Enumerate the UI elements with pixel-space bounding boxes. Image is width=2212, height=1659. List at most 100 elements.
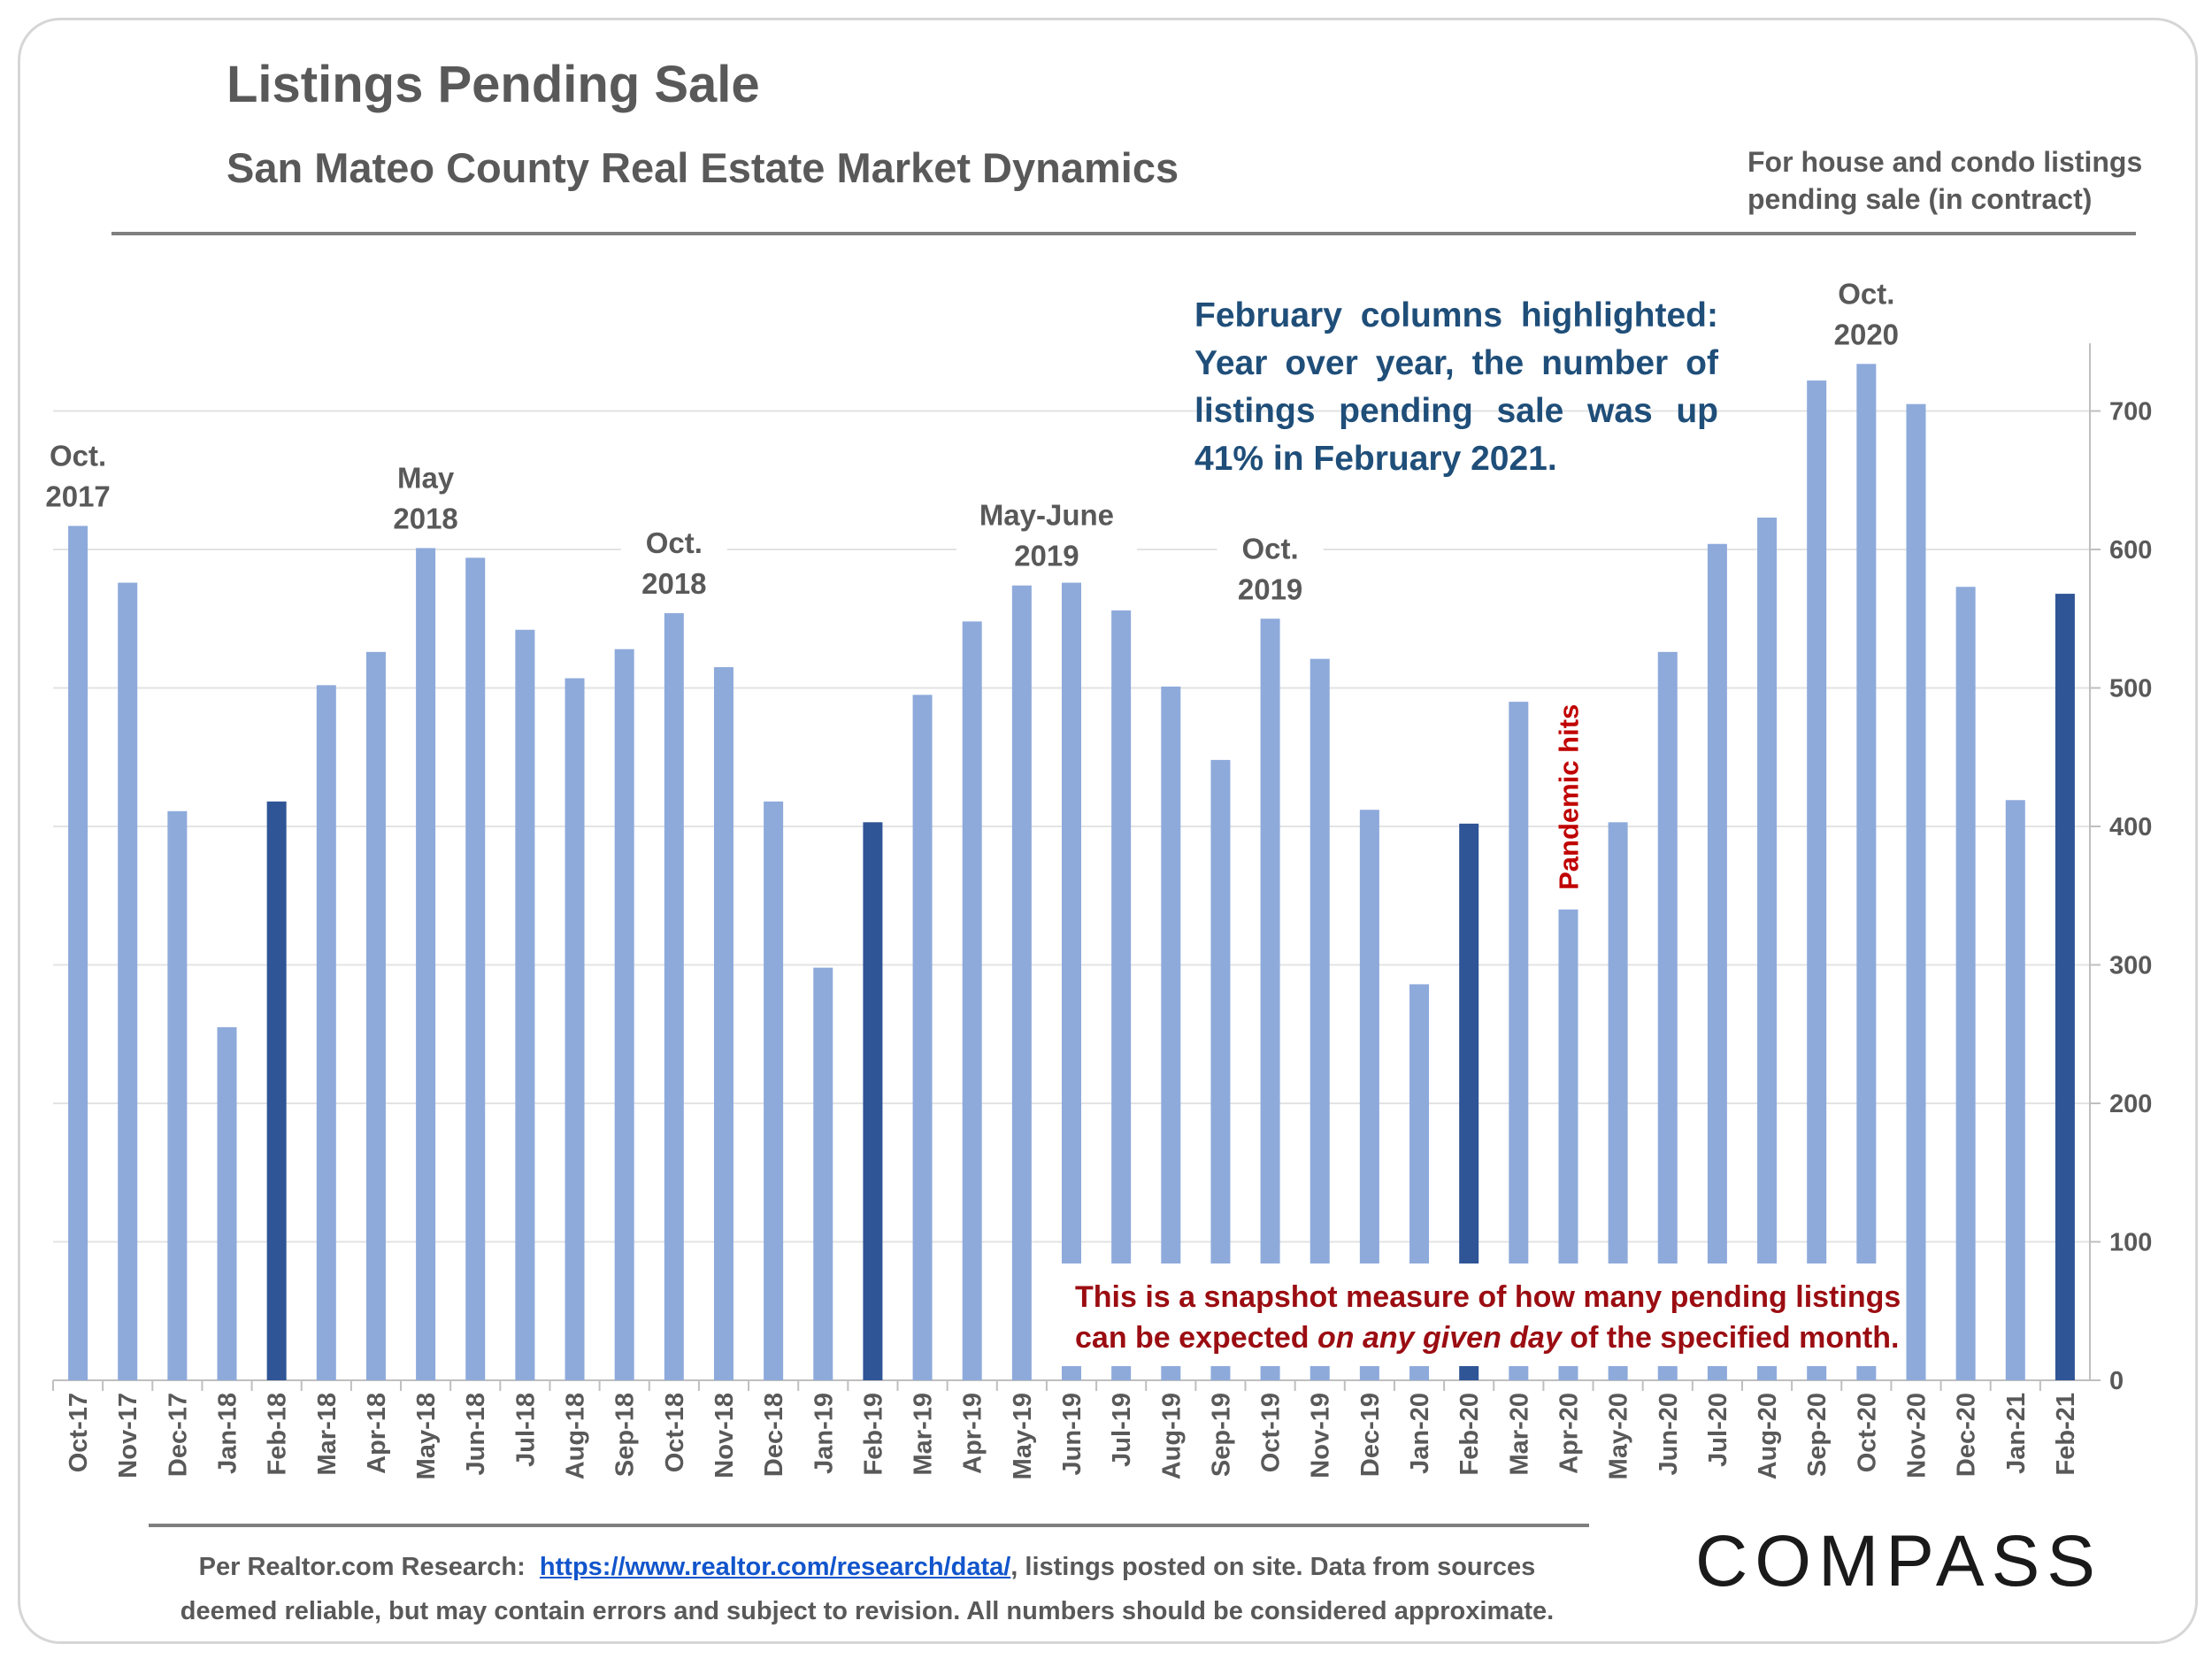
x-tick-label: Feb-20: [1455, 1393, 1484, 1475]
y-tick-label: 600: [2109, 536, 2152, 565]
x-tick-label: Jul-18: [511, 1393, 540, 1467]
bar-jul-19: [1111, 610, 1132, 1380]
bar-apr-19: [962, 621, 982, 1380]
bars: [68, 364, 2075, 1380]
source-link[interactable]: https://www.realtor.com/research/data/: [539, 1553, 1011, 1581]
bar-oct-20: [1856, 364, 1877, 1380]
x-tick-label: Jul-20: [1704, 1393, 1732, 1467]
annotation-label: Oct.: [1838, 277, 1894, 310]
chart-subtitle: San Mateo County Real Estate Market Dyna…: [227, 144, 1179, 191]
y-tick-label: 0: [2109, 1367, 2124, 1395]
bar-jun-19: [1062, 582, 1081, 1380]
bar-feb-20: [1459, 823, 1479, 1380]
bar-sep-18: [614, 649, 634, 1380]
bar-aug-19: [1161, 686, 1181, 1380]
annotation-backdrop: [373, 456, 480, 545]
bar-dec-19: [1359, 810, 1379, 1380]
annotation-label: Oct.: [50, 439, 106, 472]
bar-jun-18: [465, 557, 486, 1380]
footer-divider: [149, 1524, 1589, 1527]
y-tick-label: 200: [2109, 1090, 2152, 1118]
x-tick-label: Nov-17: [114, 1393, 142, 1479]
pandemic-label: Pandemic hits: [1553, 704, 1584, 890]
bar-jan-21: [2005, 800, 2025, 1380]
bar-jan-18: [217, 1026, 237, 1380]
annotation-label: Oct.: [646, 526, 703, 559]
snapshot-line-1: This is a snapshot measure of how many p…: [1075, 1280, 1901, 1314]
x-tick-label: May-20: [1605, 1393, 1633, 1479]
x-tick-label: May-19: [1009, 1393, 1037, 1479]
annotation-label: May: [397, 461, 455, 494]
x-tick-label: Aug-18: [562, 1393, 590, 1479]
bar-apr-20: [1558, 909, 1578, 1380]
annotation-backdrop: [1217, 526, 1324, 616]
bar-sep-20: [1807, 380, 1827, 1380]
x-tick-label: Dec-17: [164, 1393, 192, 1477]
y-tick-label: 400: [2109, 813, 2152, 841]
bar-mar-19: [912, 695, 933, 1380]
bar-jul-20: [1707, 543, 1727, 1380]
x-tick-label: Apr-18: [363, 1393, 391, 1474]
x-tick-label: Aug-20: [1754, 1393, 1782, 1479]
x-tick-label: Jun-19: [1058, 1393, 1087, 1475]
x-tick-labels: Oct-17 Nov-17 Dec-17 Jan-18 Feb-18 Mar-18 Apr-…: [52, 1380, 2080, 1479]
bar-jul-18: [515, 629, 535, 1380]
y-tick-label: 500: [2109, 675, 2152, 703]
annotation-label: 2019: [1238, 572, 1302, 605]
x-tick-label: Sep-18: [611, 1393, 640, 1477]
bar-mar-20: [1509, 702, 1529, 1380]
annotation-backdrop: [620, 520, 727, 610]
bar-jun-20: [1657, 651, 1678, 1380]
x-tick-label: Mar-20: [1505, 1393, 1533, 1476]
annotation-label: 2020: [1834, 318, 1899, 350]
bar-aug-18: [565, 678, 585, 1380]
scope-note: For house and condo listings pending sal…: [1747, 146, 2143, 215]
bar-nov-18: [713, 667, 733, 1380]
y-tick-label: 700: [2109, 398, 2152, 426]
annotation-label: Oct.: [1241, 532, 1298, 565]
bar-may-20: [1608, 822, 1628, 1380]
y-tick-label: 100: [2109, 1229, 2152, 1257]
bar-nov-17: [118, 582, 138, 1380]
x-tick-label: Feb-18: [264, 1393, 292, 1475]
x-tick-label: Apr-20: [1555, 1393, 1583, 1474]
compass-logo: COMPASS: [1695, 1521, 2102, 1601]
x-tick-label: Dec-18: [760, 1393, 788, 1477]
annotation-label: 2019: [1014, 540, 1079, 572]
bar-dec-20: [1955, 587, 1976, 1380]
highlight-callout: February columns highlighted: Year over …: [1194, 296, 1718, 478]
bar-oct-17: [68, 526, 88, 1380]
bar-sep-19: [1210, 759, 1231, 1380]
x-tick-label: Sep-20: [1803, 1393, 1832, 1477]
x-tick-label: Dec-19: [1356, 1393, 1385, 1477]
x-tick-label: Sep-19: [1207, 1393, 1235, 1477]
annotation-label: 2018: [393, 502, 457, 534]
chart-title: Listings Pending Sale: [227, 56, 760, 113]
x-tick-label: Jan-19: [810, 1393, 838, 1474]
x-tick-label: Feb-21: [2052, 1393, 2080, 1475]
bar-may-19: [1011, 585, 1032, 1380]
x-tick-label: Jun-20: [1655, 1393, 1683, 1475]
x-tick-label: Aug-19: [1157, 1393, 1186, 1479]
x-tick-label: Mar-19: [910, 1393, 938, 1476]
x-tick-label: Apr-19: [959, 1393, 987, 1474]
bar-mar-18: [316, 685, 336, 1380]
y-ticks: 0 100 200 300 400 500 600 700: [2090, 398, 2152, 1395]
annotation-backdrop: [25, 434, 132, 523]
x-tick-label: Nov-18: [710, 1393, 739, 1479]
annotation-label: 2017: [45, 480, 110, 512]
x-tick-label: Jan-18: [214, 1393, 242, 1474]
bar-apr-18: [365, 651, 386, 1380]
footer-line-2: deemed reliable, but may contain errors …: [180, 1597, 1555, 1625]
bar-may-18: [416, 548, 436, 1380]
bar-nov-19: [1310, 658, 1330, 1380]
x-tick-label: Jan-21: [2002, 1393, 2031, 1474]
x-tick-label: Mar-18: [313, 1393, 342, 1476]
snapshot-note: This is a snapshot measure of how many p…: [1075, 1277, 1901, 1358]
bar-dec-17: [167, 810, 188, 1380]
annotation-backdrop: [956, 493, 1137, 582]
x-tick-label: Oct-17: [65, 1393, 93, 1472]
x-tick-label: Oct-20: [1853, 1393, 1881, 1472]
snapshot-backdrop: [1057, 1263, 1898, 1366]
